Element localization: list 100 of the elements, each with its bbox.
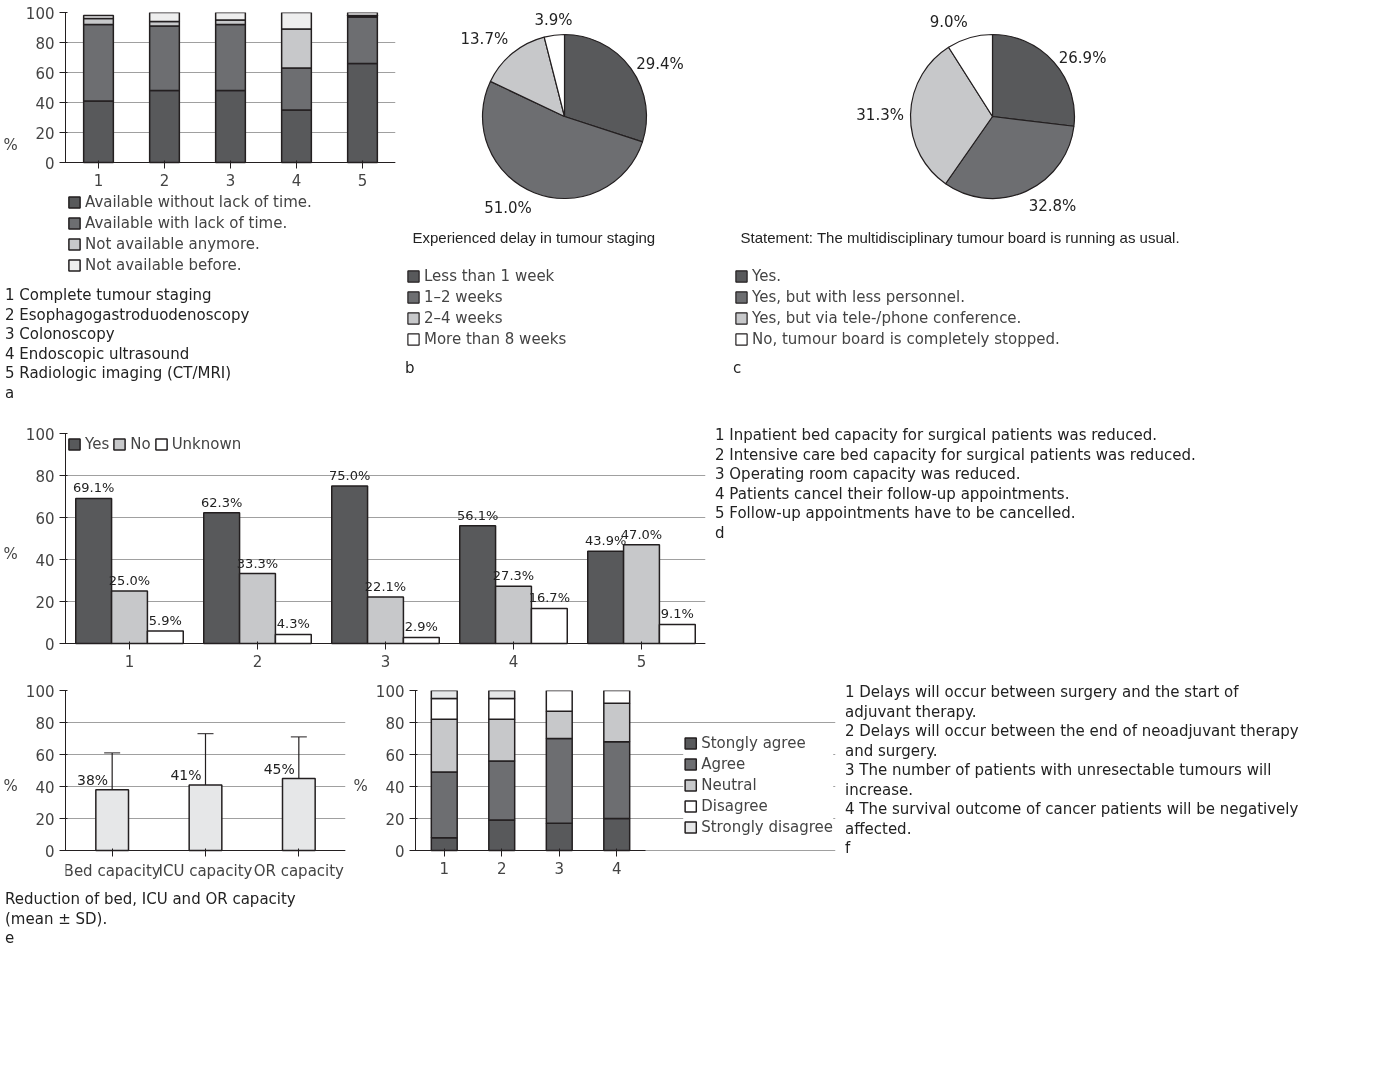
legend-label: Disagree	[701, 797, 768, 815]
data-label: 45%	[263, 760, 295, 777]
y-axis-title: %	[3, 544, 18, 563]
x-tick-label: 1	[124, 652, 135, 671]
text: 1 Complete tumour staging	[5, 286, 212, 304]
y-axis-title: %	[3, 135, 18, 154]
x-tick-label: 2	[252, 652, 263, 671]
y-tick-label: 80	[35, 714, 55, 733]
legend-label: 1–2 weeks	[424, 288, 503, 306]
text: a	[5, 383, 15, 402]
data-label: 3.9%	[534, 10, 573, 29]
y-tick-label: 40	[35, 778, 55, 797]
x-tick-label: 3	[380, 652, 391, 671]
data-label: 62.3%	[201, 494, 243, 510]
data-label: 41%	[170, 766, 202, 783]
data-label: 38%	[77, 771, 109, 788]
legend-label: Available without lack of time.	[85, 193, 312, 211]
text: b	[405, 359, 415, 379]
y-axis-title: %	[353, 776, 368, 795]
y-tick-label: 100	[375, 682, 405, 701]
data-label: 9.0%	[929, 13, 968, 32]
legend-label: Yes	[85, 435, 110, 453]
data-label: 5.9%	[148, 613, 182, 629]
text: 4 Endoscopic ultrasound	[5, 344, 190, 363]
y-tick-label: 0	[44, 842, 55, 861]
data-label: 2.9%	[404, 619, 438, 635]
x-tick-label: 4	[611, 859, 622, 878]
y-tick-label: 0	[44, 635, 55, 654]
data-label: 4.3%	[276, 616, 310, 632]
x-tick-label: 5	[636, 652, 647, 671]
y-tick-label: 40	[35, 551, 55, 570]
y-tick-label: 60	[35, 509, 55, 528]
data-label: 75.0%	[329, 468, 371, 483]
legend-label: Yes, but via tele-/phone conference.	[752, 309, 1022, 327]
y-axis-title: %	[3, 776, 18, 795]
legend-label: 2–4 weeks	[424, 309, 503, 327]
x-tick-label: 2	[496, 859, 507, 878]
legend-label: Yes.	[752, 267, 781, 285]
y-tick-label: 60	[385, 746, 405, 765]
legend-label: Agree	[701, 755, 746, 773]
y-tick-label: 80	[385, 714, 405, 733]
legend-label: Available with lack of time.	[85, 214, 288, 232]
data-label: 9.1%	[660, 606, 694, 622]
y-tick-label: 20	[35, 810, 55, 829]
y-tick-label: 100	[25, 4, 55, 23]
data-label: 56.1%	[457, 507, 499, 523]
data-label: 69.1%	[73, 480, 115, 496]
legend-label: No	[130, 435, 151, 453]
data-label: 32.8%	[1028, 197, 1077, 216]
text: Statement: The multidisciplinary tumour board is running as usual.	[740, 228, 1180, 246]
y-tick-label: 60	[35, 64, 55, 83]
y-tick-label: 100	[25, 425, 55, 444]
legend-label: Unknown	[171, 435, 242, 453]
x-tick-label: 5	[357, 171, 368, 190]
text: Reduction of bed, ICU and OR capacity (mean ± SD).	[5, 890, 296, 928]
data-label: 26.9%	[1058, 48, 1107, 67]
text: 3 Colonoscopy	[5, 325, 115, 343]
y-tick-label: 80	[35, 34, 55, 53]
x-tick-label: OR capacity	[253, 861, 345, 880]
y-tick-label: 0	[394, 842, 405, 861]
text: e	[5, 929, 15, 947]
y-tick-label: 0	[44, 154, 55, 173]
x-tick-label: 2	[159, 171, 170, 190]
text: 5 Radiologic imaging (CT/MRI)	[5, 364, 232, 382]
x-tick-label: 1	[439, 859, 450, 878]
x-tick-label: 3	[554, 859, 565, 878]
y-tick-label: 80	[35, 467, 55, 486]
text: 1 Delays will occur between surgery and the start of adjuvant therapy.	[845, 683, 1239, 721]
text: Experienced delay in tumour staging	[412, 228, 656, 246]
y-tick-label: 40	[385, 778, 405, 797]
text: 2 Intensive care bed capacity for surgical patients was reduced.	[715, 445, 1196, 464]
x-tick-label: Bed capacity	[63, 861, 161, 880]
legend-label: No, tumour board is completely stopped.	[752, 330, 1060, 348]
text: 4 The survival outcome of cancer patients will be negatively affected.	[845, 800, 1299, 838]
text: 2 Delays will occur between the end of neoadjuvant therapy and surgery.	[845, 722, 1299, 760]
legend-label: Not available anymore.	[85, 235, 260, 253]
legend-label: Not available before.	[85, 256, 242, 274]
legend-label: Less than 1 week	[424, 267, 555, 285]
y-tick-label: 60	[35, 746, 55, 765]
legend-label: Strongly disagree	[701, 818, 833, 836]
x-tick-label: 3	[225, 171, 236, 190]
x-tick-label: 4	[508, 652, 519, 671]
legend-label: Neutral	[701, 776, 757, 794]
data-label: 31.3%	[856, 105, 904, 124]
x-tick-label: 4	[291, 171, 302, 190]
data-label: 51.0%	[484, 198, 532, 217]
text: 1 Inpatient bed capacity for surgical patients was reduced.	[715, 426, 1158, 444]
x-tick-label: 1	[93, 171, 104, 190]
legend-label: More than 8 weeks	[424, 330, 567, 348]
data-label: 29.4%	[636, 55, 684, 74]
y-tick-label: 100	[25, 682, 55, 701]
text: 3 The number of patients with unresectable tumours will increase.	[845, 761, 1272, 799]
y-tick-label: 20	[385, 810, 405, 829]
y-tick-label: 20	[35, 124, 55, 143]
y-tick-label: 40	[35, 94, 55, 113]
text: 2 Esophagogastroduodenoscopy	[5, 305, 250, 324]
text: 5 Follow-up appointments have to be cancelled.	[715, 504, 1076, 522]
y-tick-label: 20	[35, 593, 55, 612]
text: f	[845, 839, 851, 857]
text: 3 Operating room capacity was reduced.	[715, 465, 1021, 483]
